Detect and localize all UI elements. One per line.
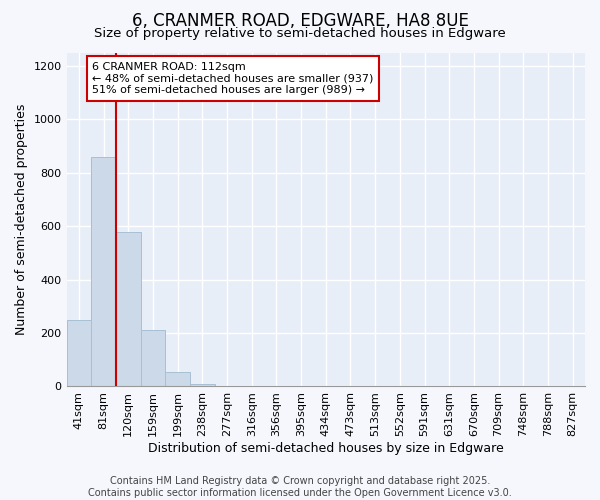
Bar — [140, 330, 165, 386]
Text: 6 CRANMER ROAD: 112sqm
← 48% of semi-detached houses are smaller (937)
51% of se: 6 CRANMER ROAD: 112sqm ← 48% of semi-det… — [92, 62, 374, 95]
X-axis label: Distribution of semi-detached houses by size in Edgware: Distribution of semi-detached houses by … — [148, 442, 503, 455]
Y-axis label: Number of semi-detached properties: Number of semi-detached properties — [15, 104, 28, 335]
Bar — [91, 156, 116, 386]
Bar — [116, 232, 140, 386]
Text: Contains HM Land Registry data © Crown copyright and database right 2025.
Contai: Contains HM Land Registry data © Crown c… — [88, 476, 512, 498]
Bar — [67, 320, 91, 386]
Bar — [165, 372, 190, 386]
Text: Size of property relative to semi-detached houses in Edgware: Size of property relative to semi-detach… — [94, 28, 506, 40]
Text: 6, CRANMER ROAD, EDGWARE, HA8 8UE: 6, CRANMER ROAD, EDGWARE, HA8 8UE — [131, 12, 469, 30]
Bar — [190, 384, 215, 386]
